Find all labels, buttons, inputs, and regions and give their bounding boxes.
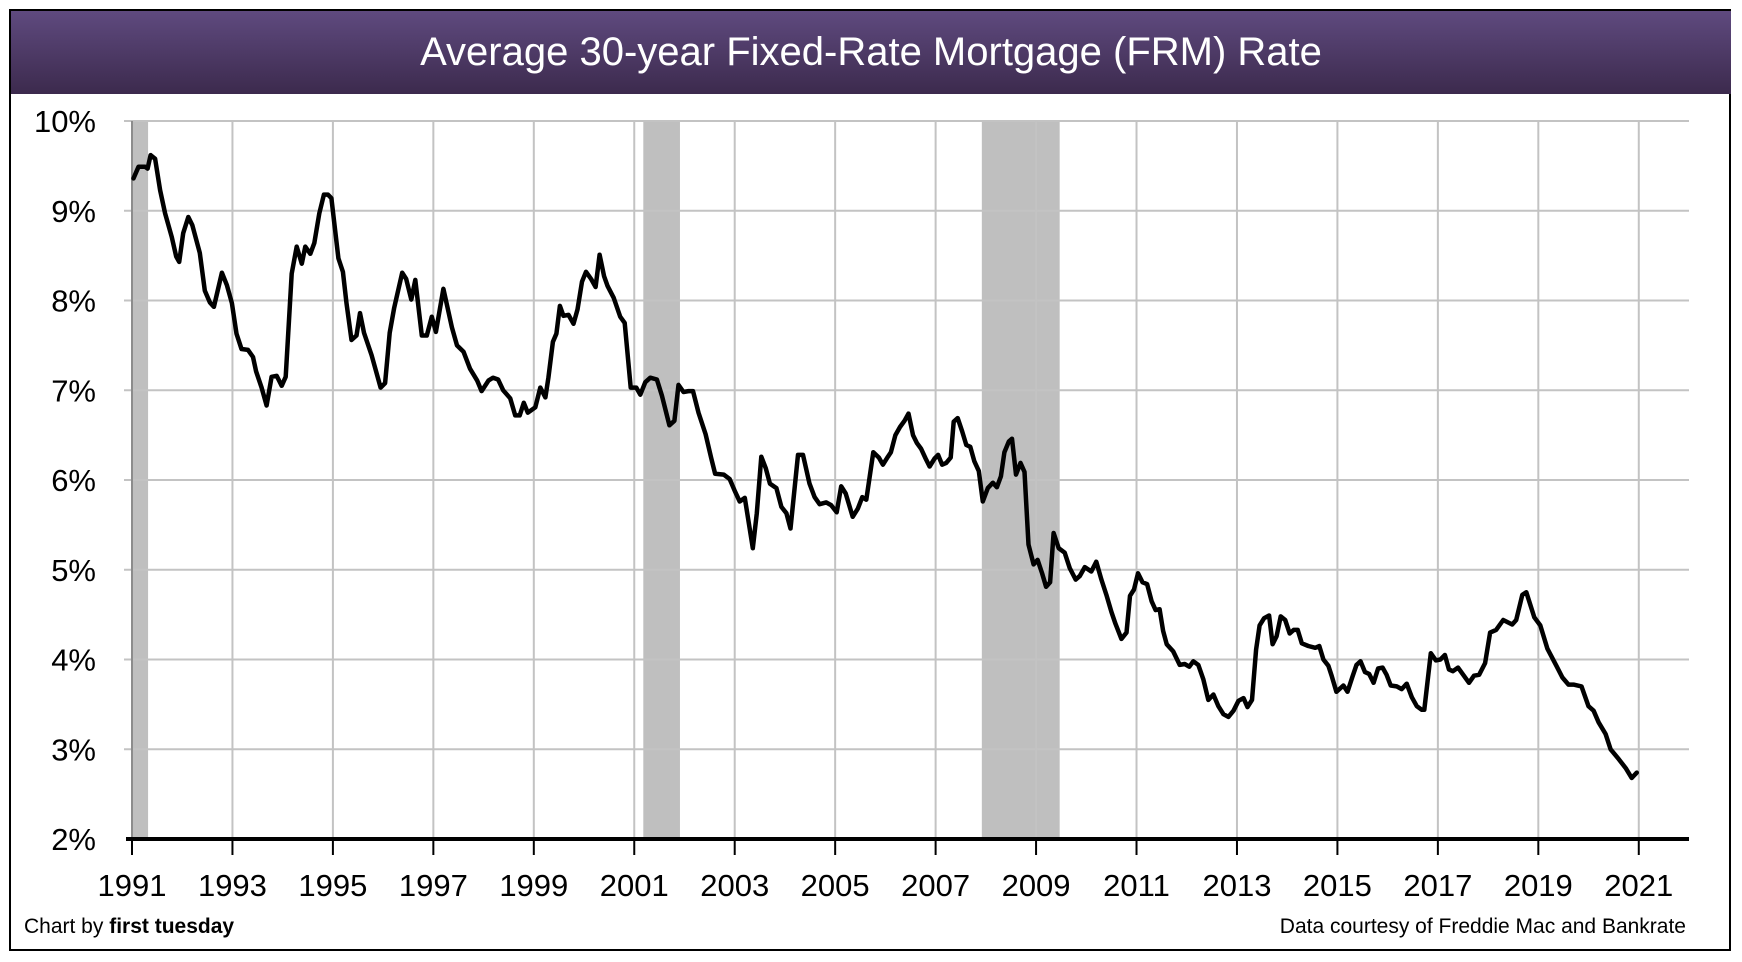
x-tick-label: 1999 xyxy=(499,868,568,903)
x-tick-label: 2001 xyxy=(600,868,669,903)
x-tick-label: 1997 xyxy=(399,868,468,903)
y-tick-label: 10% xyxy=(34,104,96,139)
chart-title: Average 30-year Fixed-Rate Mortgage (FRM… xyxy=(420,30,1322,74)
credit-prefix: Chart by xyxy=(24,915,110,938)
x-tick-label: 1995 xyxy=(298,868,367,903)
x-tick-label: 2003 xyxy=(700,868,769,903)
rate-line xyxy=(131,152,1640,781)
y-tick-label: 5% xyxy=(51,553,96,588)
title-band: Average 30-year Fixed-Rate Mortgage (FRM… xyxy=(11,11,1731,94)
y-tick-label: 8% xyxy=(51,284,96,319)
x-tick-label: 2021 xyxy=(1604,868,1673,903)
x-tick-label: 2017 xyxy=(1403,868,1472,903)
x-tick-label: 1991 xyxy=(98,868,167,903)
chart-credit: Chart by first tuesday xyxy=(24,915,234,939)
data-source: Data courtesy of Freddie Mac and Bankrat… xyxy=(1279,915,1686,938)
y-tick-label: 9% xyxy=(51,194,96,229)
x-tick-label: 2015 xyxy=(1303,868,1372,903)
y-tick-label: 3% xyxy=(51,732,96,767)
y-tick-label: 7% xyxy=(51,373,96,408)
y-tick-label: 6% xyxy=(51,463,96,498)
x-tick-label: 2007 xyxy=(901,868,970,903)
y-tick-label: 4% xyxy=(51,643,96,678)
y-tick-label: 2% xyxy=(51,822,96,857)
x-tick-label: 2005 xyxy=(801,868,870,903)
x-tick-label: 2011 xyxy=(1103,868,1170,903)
x-tick-label: 2013 xyxy=(1202,868,1271,903)
credit-brand: first tuesday xyxy=(109,915,235,938)
chart-frame xyxy=(9,9,1731,951)
x-tick-label: 1993 xyxy=(198,868,267,903)
x-tick-label: 2009 xyxy=(1002,868,1071,903)
x-tick-label: 2019 xyxy=(1504,868,1573,903)
